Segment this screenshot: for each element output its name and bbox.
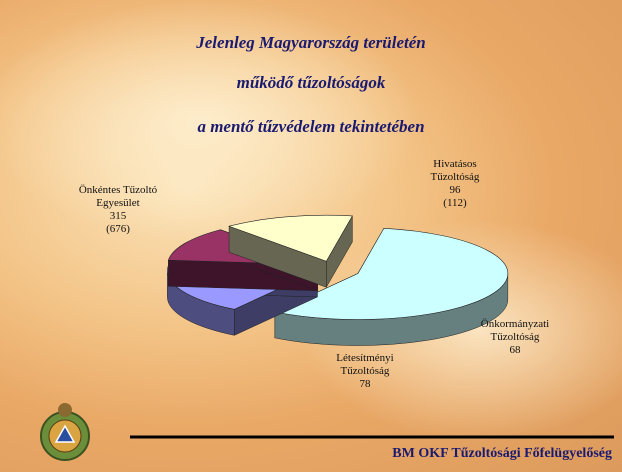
footer: BM OKF Tűzoltósági Főfelügyelőség	[392, 446, 612, 461]
label-category: Önkéntes Tűzoltó Egyesület	[63, 184, 173, 210]
label-category: Létesítményi Tűzoltóság	[320, 352, 410, 378]
title-line: működő tűzoltóságok	[237, 73, 386, 92]
label-value: 96	[410, 184, 500, 197]
label-value: 315	[63, 210, 173, 223]
logo-helmet	[58, 403, 72, 417]
label-category: Önkormányzati Tűzoltóság	[465, 318, 565, 344]
logo	[41, 403, 89, 460]
label-annotation: (676)	[63, 223, 173, 236]
slide: Jelenleg Magyarország területén működő t…	[0, 0, 622, 472]
label-category: Hivatásos Tűzoltóság	[410, 158, 500, 184]
label-value: 78	[320, 378, 410, 391]
title-line: Jelenleg Magyarország területén	[195, 33, 426, 52]
label-annotation: (112)	[410, 197, 500, 210]
chart: Jelenleg Magyarország területén működő t…	[0, 0, 622, 472]
label-value: 68	[465, 344, 565, 357]
title-line: a mentő tűzvédelem tekintetében	[197, 117, 424, 136]
